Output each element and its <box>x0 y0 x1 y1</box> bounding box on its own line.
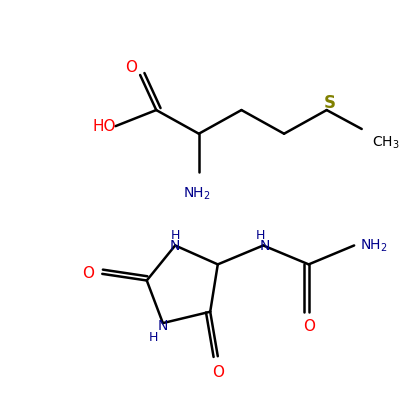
Text: N: N <box>158 319 168 333</box>
Text: H: H <box>170 228 180 242</box>
Text: H: H <box>149 331 158 344</box>
Text: O: O <box>212 365 224 380</box>
Text: O: O <box>125 60 137 75</box>
Text: NH$_2$: NH$_2$ <box>360 237 388 254</box>
Text: N: N <box>260 239 270 253</box>
Text: S: S <box>324 94 336 112</box>
Text: H: H <box>256 228 265 242</box>
Text: NH$_2$: NH$_2$ <box>183 185 211 202</box>
Text: HO: HO <box>92 119 116 134</box>
Text: O: O <box>82 266 94 281</box>
Text: O: O <box>303 319 315 334</box>
Text: N: N <box>170 239 180 253</box>
Text: CH$_3$: CH$_3$ <box>372 135 400 151</box>
